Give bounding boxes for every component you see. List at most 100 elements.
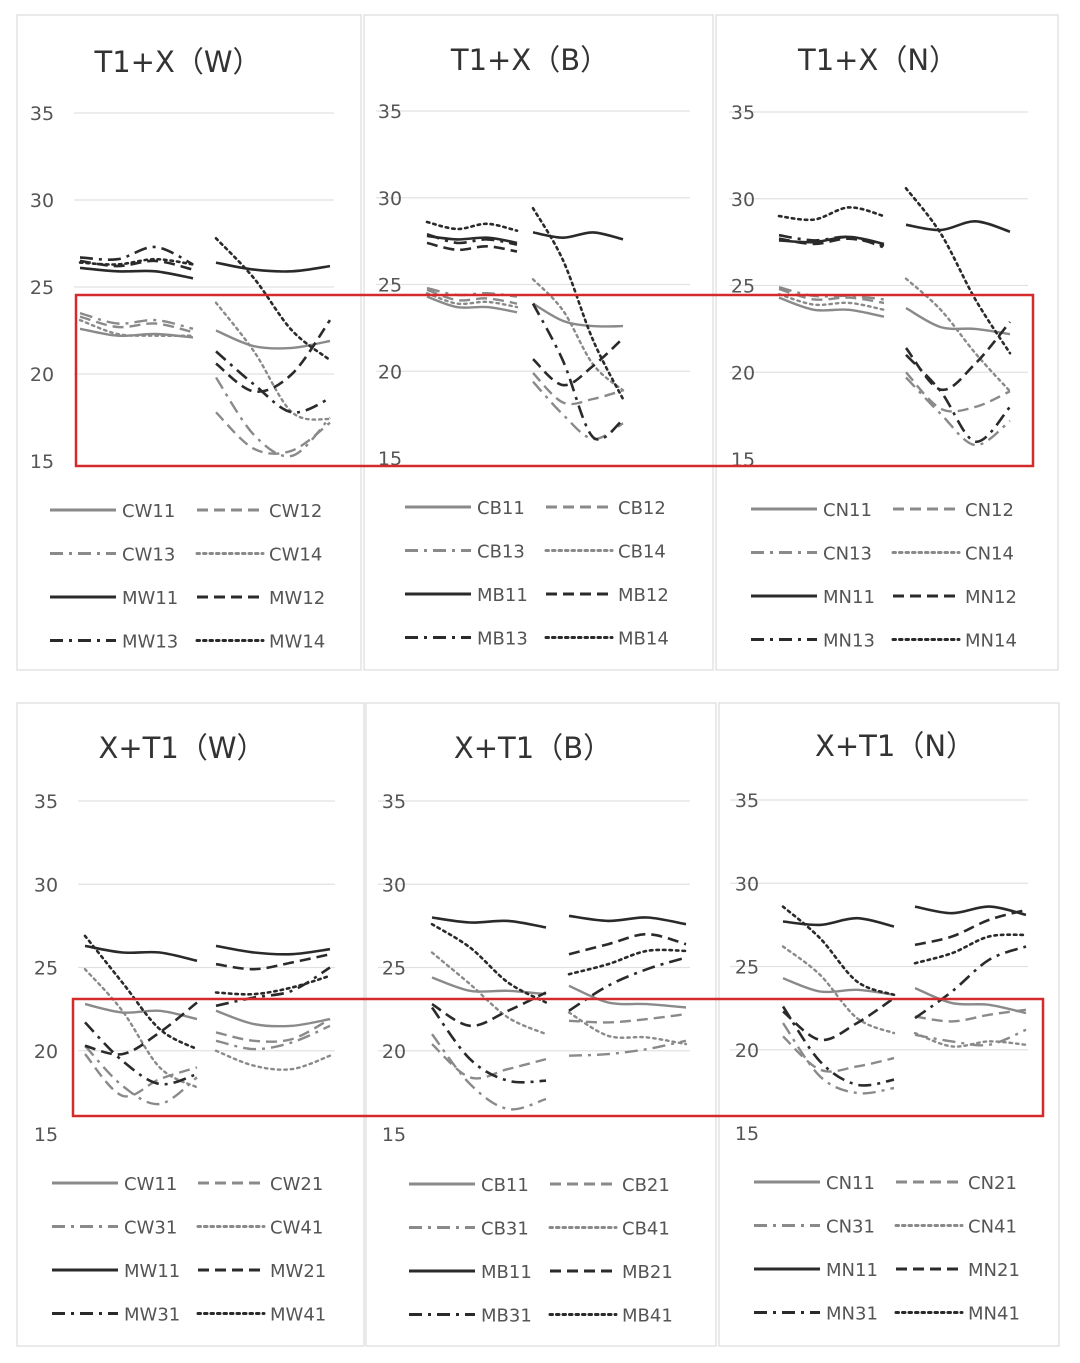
y-tick-label: 20 [731,362,755,384]
legend-label: MW12 [269,588,325,609]
legend-item-cw31: CW31 [52,1218,177,1239]
series-line-cn31-seg1 [782,1022,895,1095]
series-line-mb14-seg2 [531,206,625,401]
series-line-cn11-seg1 [778,296,885,318]
legend-label: MB21 [622,1262,673,1283]
legend-item-mn31: MN31 [754,1304,878,1325]
series-line-cb11-seg1 [431,976,547,996]
panel-frame [365,702,717,1347]
series-line-mn13-seg2 [905,354,1011,443]
series-line-mn11-seg2 [914,905,1027,917]
y-tick-label: 15 [735,1123,759,1145]
y-tick-label: 30 [735,873,759,895]
series-line-mn13-seg1 [778,233,885,249]
legend-label: MN21 [968,1260,1020,1281]
legend-item-cn11: CN11 [751,500,872,521]
series-line-mw11-seg1 [79,266,194,280]
chart-title: T1+X（B） [450,43,609,77]
series-line-mb21-seg1 [431,991,547,1028]
series-line-cw41-seg2 [214,1049,332,1071]
legend-item-mw13: MW13 [50,632,178,653]
series-line-mn14-seg2 [904,187,1012,355]
chart-panel-2: T1+X（B） 15 20 25 30 35 CB11 CB12 CB13 CB14 MB11 MB1… [363,14,714,671]
series-line-mw11-seg2 [215,944,331,956]
legend-label: MN11 [826,1260,878,1281]
series-line-cn13-seg1 [778,286,885,301]
chart-title: X+T1（B） [454,731,612,765]
legend-item-mw11: MW11 [50,588,178,609]
legend-label: MB11 [477,585,528,606]
series-line-mb21-seg2 [568,932,687,956]
series-line-cb41-seg2 [567,1011,688,1046]
series-line-mb31-seg1 [430,1006,547,1084]
series-line-cb21-seg2 [568,1012,687,1024]
y-tick-label: 25 [378,275,402,297]
legend-label: CB12 [618,498,666,519]
legend-item-cw14: CW14 [195,545,322,566]
legend-item-mn13: MN13 [751,631,875,652]
legend-item-mn12: MN12 [893,587,1017,608]
legend-label: CW41 [270,1218,323,1239]
series-line-cw14-seg1 [78,318,195,338]
series-line-mn41-seg2 [913,933,1028,965]
series-line-mn11-seg1 [778,235,885,246]
legend-item-cw41: CW41 [196,1218,323,1239]
y-tick-label: 15 [30,451,54,473]
series-line-mn41-seg1 [781,905,896,997]
y-tick-label: 25 [735,957,759,979]
series-line-mw31-seg1 [84,1021,198,1086]
series-line-cw13-seg2 [214,376,331,458]
legend-label: CW14 [269,545,322,566]
legend-item-mb21: MB21 [550,1262,673,1283]
y-tick-label: 30 [731,189,755,211]
legend-label: CW31 [124,1218,177,1239]
series-line-cb31-seg2 [568,1039,687,1057]
legend-label: CN11 [826,1173,875,1194]
series-line-cw12-seg2 [215,411,331,455]
legend-label: MW14 [269,632,325,653]
y-tick-label: 35 [735,790,759,812]
series-line-cn21-seg2 [914,1008,1027,1023]
series-line-mw14-seg1 [78,257,195,266]
legend-item-mw41: MW41 [196,1305,326,1326]
series-line-mb12-seg2 [532,337,624,387]
legend-label: CB31 [481,1219,529,1240]
series-line-cn11-seg2 [914,986,1027,1015]
legend-item-mw21: MW21 [198,1261,326,1282]
panel-frame [715,14,1059,671]
series-line-cw21-seg1 [84,1053,198,1098]
legend-item-mb12: MB12 [546,585,669,606]
highlight-box-bottom [71,997,1045,1118]
panel-frame [16,702,365,1347]
legend-label: MW31 [124,1305,180,1326]
legend-label: MW13 [122,632,178,653]
legend-label: CW12 [269,501,322,522]
panel-frame [363,14,714,671]
series-line-cb13-seg2 [532,380,624,441]
chart-title: X+T1（N） [815,729,975,763]
y-tick-label: 20 [382,1041,406,1063]
y-tick-label: 25 [731,276,755,298]
y-tick-label: 25 [34,958,58,980]
series-line-mb41-seg1 [430,922,548,1004]
legend-label: CN12 [965,500,1014,521]
legend-label: MB31 [481,1306,532,1327]
series-line-cw31-seg2 [215,1024,331,1051]
legend-item-mb13: MB13 [405,629,528,650]
legend-label: MB14 [618,629,669,650]
series-line-cn21-seg1 [782,1035,895,1073]
y-tick-label: 35 [34,791,58,813]
series-line-mn31-seg1 [781,1005,895,1087]
legend-item-mb14: MB14 [544,629,669,650]
legend-item-cn12: CN12 [893,500,1014,521]
series-line-mb41-seg2 [567,948,688,976]
series-line-cn41-seg2 [913,1031,1028,1048]
legend-label: MN31 [826,1304,878,1325]
legend-label: MW41 [270,1305,326,1326]
series-line-mw12-seg2 [215,319,332,393]
series-line-cb11-seg1 [426,295,518,314]
series-line-cw14-seg2 [214,301,332,421]
legend-item-mw31: MW31 [52,1305,180,1326]
series-line-cn14-seg2 [904,277,1012,393]
y-tick-label: 15 [382,1124,406,1146]
